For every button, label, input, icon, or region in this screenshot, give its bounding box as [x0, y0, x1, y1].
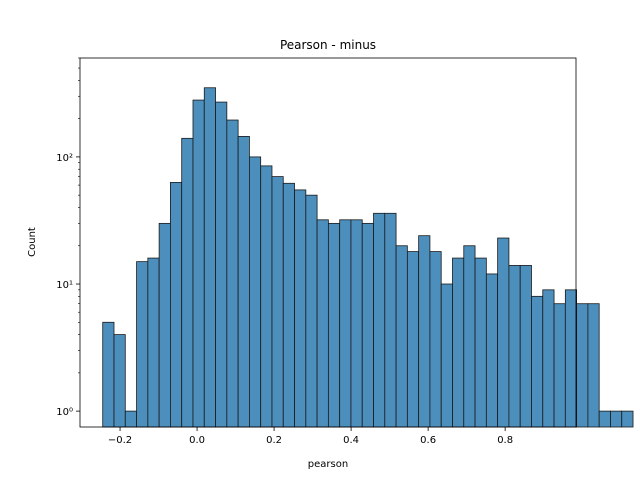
histogram-bar: [271, 176, 284, 428]
x-axis-ticks: −0.2 0.0 0.2 0.4 0.6 0.8: [108, 427, 513, 446]
histogram-bar: [553, 303, 566, 428]
x-tick-label: −0.2: [108, 435, 132, 446]
x-tick-label: 0.6: [420, 435, 436, 446]
y-tick-label: 10⁰: [56, 407, 73, 418]
histogram-bar: [316, 219, 329, 428]
histogram-bar: [531, 295, 544, 428]
x-axis-label: pearson: [308, 459, 348, 470]
y-axis-label: Count: [27, 227, 38, 257]
plot-frame: [79, 57, 577, 428]
histogram-bar: [192, 99, 205, 428]
histogram-bar: [181, 137, 194, 428]
histogram-bar: [373, 212, 386, 428]
histogram-bar: [305, 194, 318, 428]
histogram-bar: [158, 222, 171, 428]
histogram-bar: [294, 189, 307, 428]
histogram-bar: [248, 156, 262, 428]
x-tick-label: 0.8: [497, 435, 513, 446]
x-tick-label: 0.0: [189, 435, 205, 446]
histogram-bar: [542, 289, 555, 428]
y-tick-label: 10²: [56, 153, 73, 164]
histogram-bar: [147, 257, 160, 428]
histogram-bar: [429, 251, 442, 428]
y-tick-label: 10¹: [56, 280, 73, 291]
histogram-bar: [440, 283, 453, 428]
histogram-bar: [237, 135, 250, 428]
histogram-bar: [474, 257, 487, 428]
histogram-bar: [508, 265, 521, 428]
x-tick-label: 0.2: [266, 435, 282, 446]
histogram-bar: [170, 182, 183, 428]
histogram-bar: [226, 119, 239, 428]
histogram-bar: [215, 101, 228, 428]
histogram-bar: [136, 261, 149, 428]
histogram-bar: [598, 410, 611, 428]
histogram-bar: [497, 237, 510, 428]
histogram-bar: [282, 182, 295, 428]
histogram-bar: [395, 245, 408, 428]
histogram-bar: [564, 289, 578, 428]
chart-title: Pearson - minus: [280, 38, 376, 52]
histogram-bar: [406, 251, 420, 428]
histogram-bar: [384, 212, 397, 428]
histogram-bar: [610, 410, 623, 428]
x-tick-label: 0.4: [343, 435, 359, 446]
histogram-bar: [327, 222, 341, 428]
histogram-bar: [361, 222, 374, 428]
histogram-bar: [576, 303, 589, 428]
histogram-bar: [485, 273, 499, 428]
histogram-bar: [587, 303, 600, 428]
histogram-bar: [350, 219, 363, 428]
histogram-bar: [102, 321, 115, 428]
histogram-bar: [113, 334, 126, 428]
histogram-bar: [621, 410, 634, 428]
histogram-bar: [124, 410, 137, 428]
histogram-bar: [418, 235, 431, 428]
histogram-bar: [260, 165, 273, 428]
histogram-bar: [203, 87, 216, 428]
histogram-bar: [339, 219, 352, 428]
histogram-bar: [519, 265, 532, 428]
histogram-bar: [452, 257, 465, 428]
histogram-bar: [463, 245, 476, 428]
